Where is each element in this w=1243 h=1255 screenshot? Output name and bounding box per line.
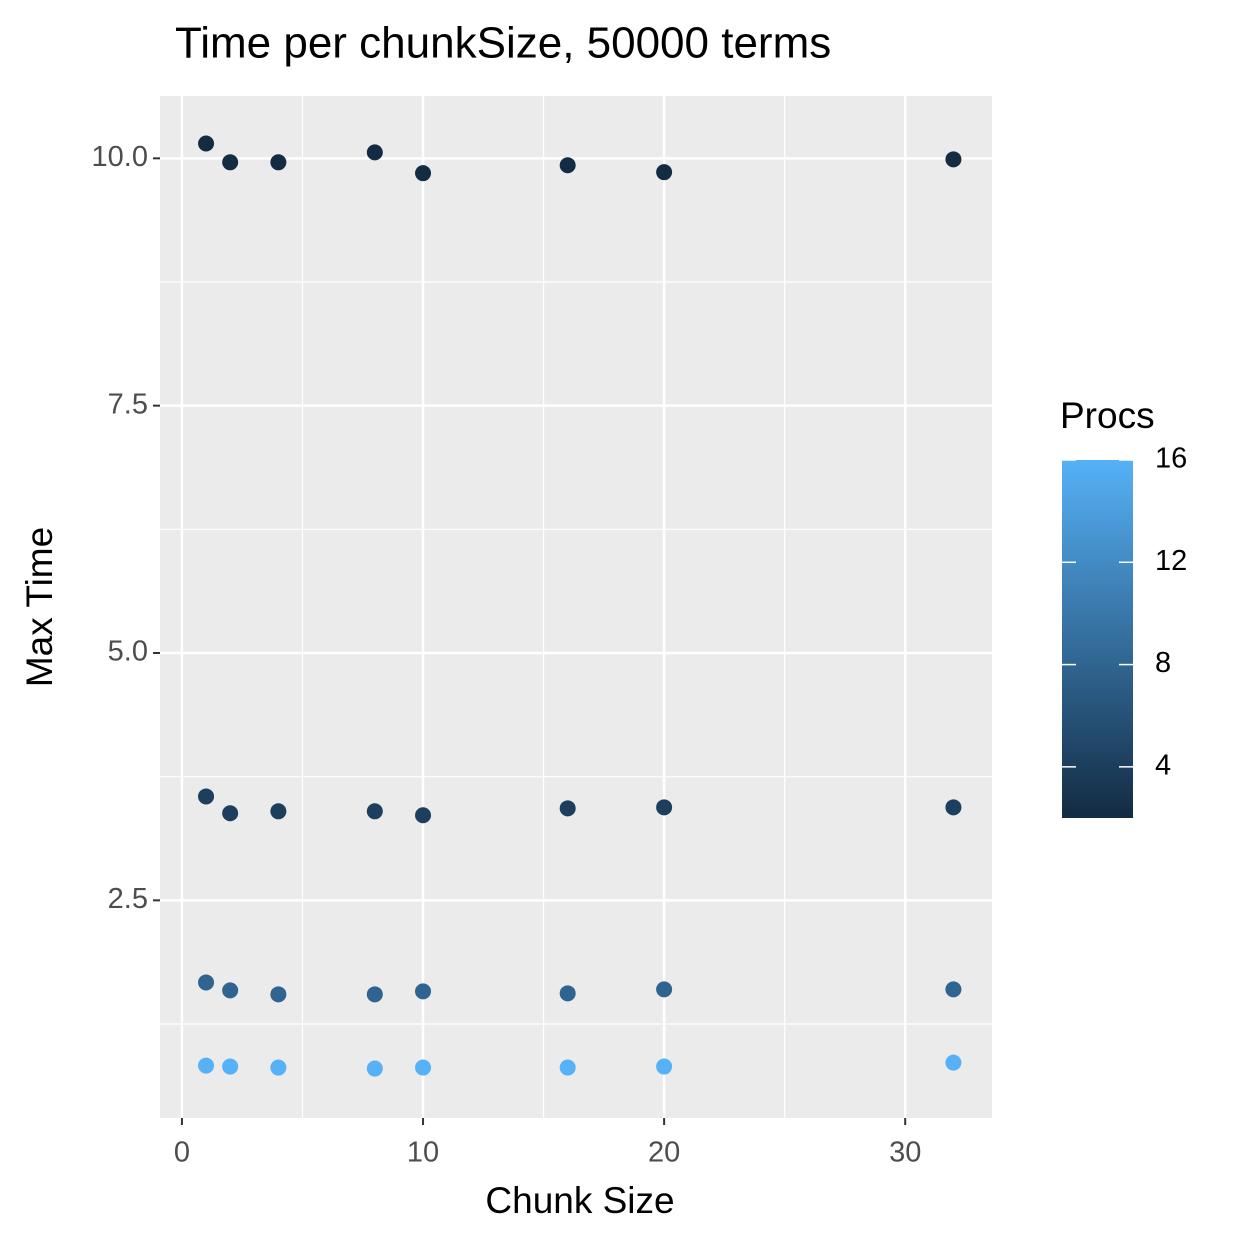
point (222, 805, 239, 822)
point (366, 986, 383, 1003)
point (945, 799, 962, 816)
legend-label: 8 (1155, 647, 1171, 679)
point (222, 154, 239, 171)
point (415, 807, 432, 824)
x-tick-label: 0 (174, 1137, 190, 1169)
point (366, 144, 383, 161)
x-axis-label: Chunk Size (485, 1180, 674, 1221)
x-tick-label: 30 (889, 1137, 921, 1169)
legend-label: 12 (1155, 545, 1187, 577)
y-tick-label: 5.0 (108, 636, 148, 668)
chart-title: Time per chunkSize, 50000 terms (175, 19, 831, 68)
point (945, 1054, 962, 1071)
point (270, 154, 287, 171)
panel (160, 96, 992, 1118)
point (222, 982, 239, 999)
y-tick-label: 2.5 (108, 883, 148, 915)
legend-title: Procs (1060, 395, 1155, 436)
colorbar (1062, 460, 1133, 818)
legend-label: 4 (1155, 750, 1171, 782)
point (945, 981, 962, 998)
point (559, 1059, 576, 1076)
y-axis-label: Max Time (19, 527, 60, 687)
point (366, 803, 383, 820)
point (366, 1060, 383, 1077)
point (656, 1058, 673, 1075)
point (415, 1059, 432, 1076)
y-tick-label: 7.5 (108, 388, 148, 420)
point (559, 157, 576, 174)
point (222, 1058, 239, 1075)
point (270, 803, 287, 820)
point (270, 1059, 287, 1076)
point (198, 788, 215, 805)
point (945, 151, 962, 168)
point (415, 165, 432, 182)
legend-label: 16 (1155, 443, 1187, 475)
x-tick-label: 20 (648, 1137, 680, 1169)
point (656, 799, 673, 816)
point (415, 983, 432, 1000)
y-tick-label: 10.0 (92, 141, 148, 173)
x-tick-label: 10 (407, 1137, 439, 1169)
point (559, 800, 576, 817)
point (198, 974, 215, 991)
point (198, 135, 215, 152)
point (559, 985, 576, 1002)
point (270, 986, 287, 1003)
point (656, 164, 673, 181)
point (198, 1057, 215, 1074)
point (656, 981, 673, 998)
